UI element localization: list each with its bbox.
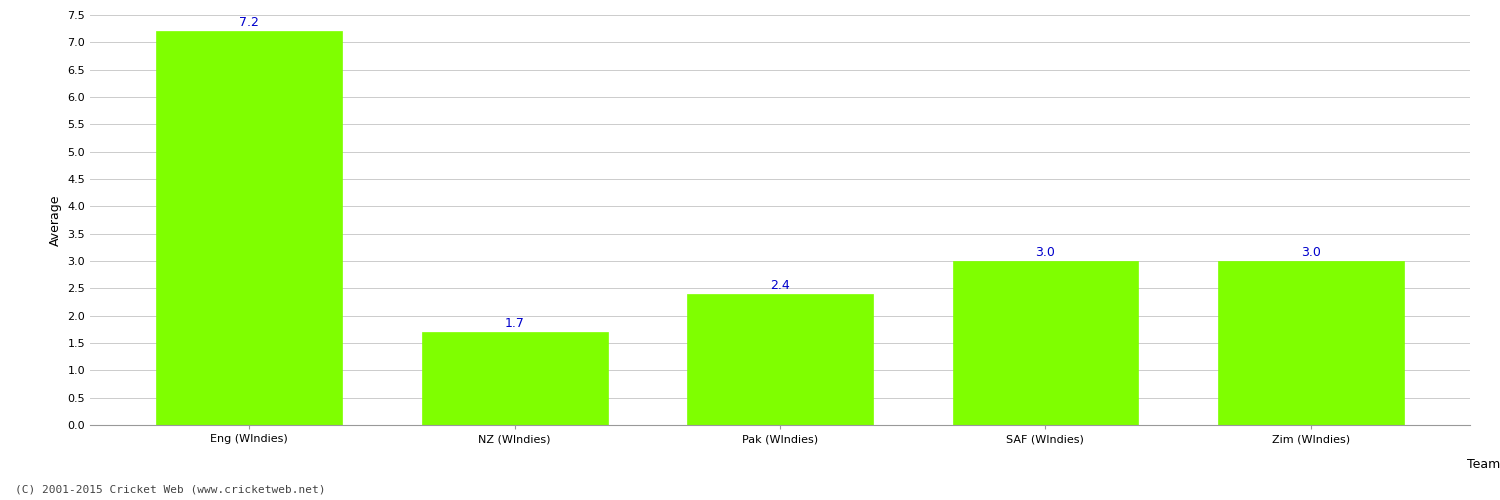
Text: 3.0: 3.0 bbox=[1035, 246, 1056, 259]
Text: 1.7: 1.7 bbox=[504, 317, 525, 330]
Text: (C) 2001-2015 Cricket Web (www.cricketweb.net): (C) 2001-2015 Cricket Web (www.cricketwe… bbox=[15, 485, 326, 495]
Y-axis label: Average: Average bbox=[50, 194, 62, 246]
Text: 3.0: 3.0 bbox=[1300, 246, 1320, 259]
Bar bbox=[156, 32, 342, 425]
Text: 7.2: 7.2 bbox=[240, 16, 260, 29]
Text: 2.4: 2.4 bbox=[770, 278, 790, 291]
X-axis label: Team: Team bbox=[1467, 458, 1500, 471]
Bar bbox=[687, 294, 873, 425]
Bar bbox=[422, 332, 608, 425]
Bar bbox=[952, 261, 1138, 425]
Bar bbox=[1218, 261, 1404, 425]
